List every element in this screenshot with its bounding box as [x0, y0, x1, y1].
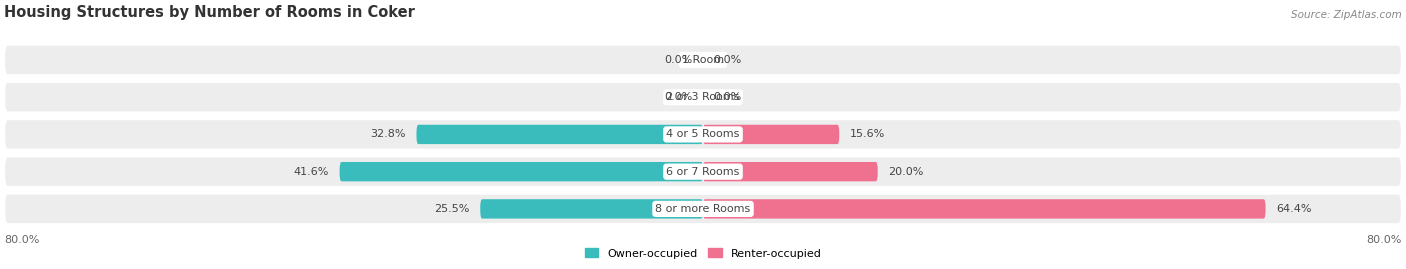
FancyBboxPatch shape	[481, 199, 703, 219]
Text: 80.0%: 80.0%	[4, 235, 39, 245]
Text: 1 Room: 1 Room	[682, 55, 724, 65]
Text: 0.0%: 0.0%	[713, 55, 742, 65]
FancyBboxPatch shape	[4, 119, 1402, 150]
Text: 15.6%: 15.6%	[849, 129, 884, 139]
Text: 20.0%: 20.0%	[889, 167, 924, 177]
Text: Source: ZipAtlas.com: Source: ZipAtlas.com	[1291, 10, 1402, 20]
FancyBboxPatch shape	[4, 156, 1402, 187]
Text: 41.6%: 41.6%	[294, 167, 329, 177]
Text: 25.5%: 25.5%	[434, 204, 470, 214]
Text: 0.0%: 0.0%	[664, 92, 693, 102]
Legend: Owner-occupied, Renter-occupied: Owner-occupied, Renter-occupied	[581, 244, 825, 263]
Text: 0.0%: 0.0%	[664, 55, 693, 65]
FancyBboxPatch shape	[703, 125, 839, 144]
Text: 80.0%: 80.0%	[1367, 235, 1402, 245]
Text: Housing Structures by Number of Rooms in Coker: Housing Structures by Number of Rooms in…	[4, 5, 415, 20]
FancyBboxPatch shape	[4, 82, 1402, 112]
Text: 32.8%: 32.8%	[371, 129, 406, 139]
FancyBboxPatch shape	[703, 162, 877, 181]
Text: 4 or 5 Rooms: 4 or 5 Rooms	[666, 129, 740, 139]
FancyBboxPatch shape	[416, 125, 703, 144]
Text: 64.4%: 64.4%	[1277, 204, 1312, 214]
FancyBboxPatch shape	[703, 199, 1265, 219]
FancyBboxPatch shape	[4, 194, 1402, 224]
Text: 0.0%: 0.0%	[713, 92, 742, 102]
Text: 6 or 7 Rooms: 6 or 7 Rooms	[666, 167, 740, 177]
FancyBboxPatch shape	[4, 45, 1402, 75]
Text: 2 or 3 Rooms: 2 or 3 Rooms	[666, 92, 740, 102]
Text: 8 or more Rooms: 8 or more Rooms	[655, 204, 751, 214]
FancyBboxPatch shape	[340, 162, 703, 181]
